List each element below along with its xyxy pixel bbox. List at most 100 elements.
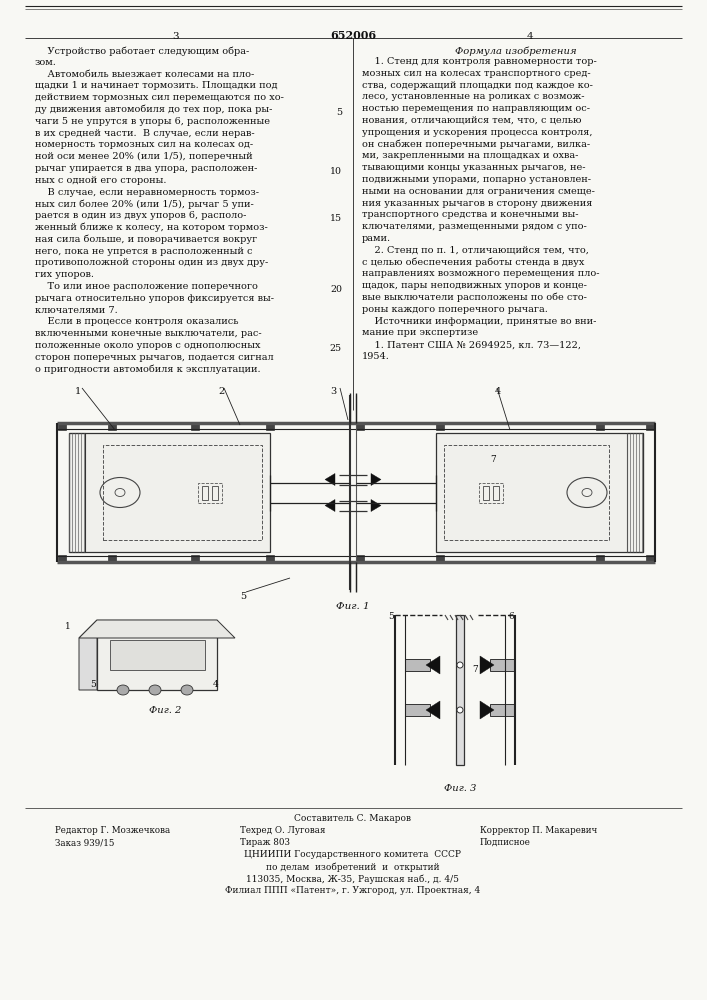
Bar [212, 486, 218, 499]
Text: Корректор П. Макаревич: Корректор П. Макаревич [480, 826, 597, 835]
Bar [191, 555, 199, 563]
Text: 1. Стенд для контроля равномерности тор-: 1. Стенд для контроля равномерности тор- [362, 57, 597, 66]
Bar [483, 486, 489, 499]
Bar [456, 615, 464, 765]
Text: 652006: 652006 [330, 30, 376, 41]
Text: ными на основании для ограничения смеще-: ными на основании для ограничения смеще- [362, 187, 595, 196]
Text: противоположной стороны один из двух дру-: противоположной стороны один из двух дру… [35, 258, 268, 267]
Polygon shape [325, 474, 335, 486]
Text: Техред О. Луговая: Техред О. Луговая [240, 826, 325, 835]
Bar [493, 486, 499, 499]
Polygon shape [480, 701, 494, 719]
Bar [97, 620, 217, 690]
Bar [69, 433, 85, 552]
Ellipse shape [149, 685, 161, 695]
Bar [627, 433, 643, 552]
Text: Тираж 803: Тираж 803 [240, 838, 290, 847]
Text: 7: 7 [472, 665, 478, 674]
Text: 1954.: 1954. [362, 352, 390, 361]
Text: с целью обеспечения работы стенда в двух: с целью обеспечения работы стенда в двух [362, 258, 585, 267]
Bar [110, 640, 205, 670]
Text: в их средней части.  В случае, если нерав-: в их средней части. В случае, если нерав… [35, 129, 255, 138]
Text: 113035, Москва, Ж-35, Раушская наб., д. 4/5: 113035, Москва, Ж-35, Раушская наб., д. … [247, 874, 460, 884]
Text: тывающими концы указанных рычагов, не-: тывающими концы указанных рычагов, не- [362, 163, 585, 172]
Ellipse shape [457, 662, 463, 668]
Text: В случае, если неравномерность тормоз-: В случае, если неравномерность тормоз- [35, 188, 259, 197]
Text: ных с одной его стороны.: ных с одной его стороны. [35, 176, 167, 185]
Text: ная сила больше, и поворачивается вокруг: ная сила больше, и поворачивается вокруг [35, 235, 257, 244]
Text: ми, закрепленными на площадках и охва-: ми, закрепленными на площадках и охва- [362, 151, 578, 160]
Text: Устройство работает следующим обра-: Устройство работает следующим обра- [35, 46, 250, 55]
Bar [58, 555, 66, 563]
Text: направлениях возможного перемещения пло-: направлениях возможного перемещения пло- [362, 269, 600, 278]
Text: Формула изобретения: Формула изобретения [455, 46, 577, 55]
Ellipse shape [457, 707, 463, 713]
Bar [202, 486, 208, 499]
Text: нования, отличающийся тем, что, с целью: нования, отличающийся тем, что, с целью [362, 116, 581, 125]
Bar [490, 704, 515, 716]
Text: Автомобиль выезжает колесами на пло-: Автомобиль выезжает колесами на пло- [35, 70, 255, 79]
Polygon shape [426, 701, 440, 719]
Polygon shape [79, 620, 97, 690]
Text: 15: 15 [330, 214, 342, 223]
Text: вые выключатели расположены по обе сто-: вые выключатели расположены по обе сто- [362, 293, 587, 302]
Bar [356, 422, 364, 430]
Bar [405, 704, 430, 716]
Text: 1: 1 [65, 622, 71, 631]
Ellipse shape [117, 685, 129, 695]
Text: 1. Патент США № 2694925, кл. 73—122,: 1. Патент США № 2694925, кл. 73—122, [362, 340, 581, 349]
Bar [646, 422, 654, 430]
Text: Заказ 939/15: Заказ 939/15 [55, 838, 115, 847]
Text: лесо, установленные на роликах с возмож-: лесо, установленные на роликах с возмож- [362, 92, 585, 101]
Text: 20: 20 [330, 285, 342, 294]
Polygon shape [371, 499, 381, 512]
Text: роны каждого поперечного рычага.: роны каждого поперечного рычага. [362, 305, 548, 314]
Text: 1: 1 [75, 387, 81, 396]
Text: ной оси менее 20% (или 1/5), поперечный: ной оси менее 20% (или 1/5), поперечный [35, 152, 252, 161]
Bar [108, 422, 116, 430]
Text: ключателями, размещенными рядом с упо-: ключателями, размещенными рядом с упо- [362, 222, 587, 231]
Bar [596, 422, 604, 430]
Text: гих упоров.: гих упоров. [35, 270, 94, 279]
Text: 25: 25 [330, 344, 342, 353]
Bar [69, 433, 270, 552]
Bar [436, 555, 444, 563]
Text: Редактор Г. Мозжечкова: Редактор Г. Мозжечкова [55, 826, 170, 835]
Text: 6: 6 [508, 612, 514, 621]
Bar [191, 422, 199, 430]
Text: То или иное расположение поперечного: То или иное расположение поперечного [35, 282, 258, 291]
Text: действием тормозных сил перемещаются по хо-: действием тормозных сил перемещаются по … [35, 93, 284, 102]
Text: Фиг. 3: Фиг. 3 [444, 784, 477, 793]
Ellipse shape [181, 685, 193, 695]
Bar [646, 555, 654, 563]
Bar [479, 483, 503, 502]
Text: женный ближе к колесу, на котором тормоз-: женный ближе к колесу, на котором тормоз… [35, 223, 268, 232]
Text: рычаг упирается в два упора, расположен-: рычаг упирается в два упора, расположен- [35, 164, 257, 173]
Text: положенные около упоров с однополюсных: положенные около упоров с однополюсных [35, 341, 260, 350]
Text: мозных сил на колесах транспортного сред-: мозных сил на колесах транспортного сред… [362, 69, 590, 78]
Text: ных сил более 20% (или 1/5), рычаг 5 упи-: ных сил более 20% (или 1/5), рычаг 5 упи… [35, 199, 254, 209]
Bar [266, 422, 274, 430]
Text: ЦНИИПИ Государственного комитета  СССР: ЦНИИПИ Государственного комитета СССР [245, 850, 462, 859]
Text: мание при экспертизе: мание при экспертизе [362, 328, 478, 337]
Bar [103, 445, 262, 540]
Polygon shape [325, 499, 335, 512]
Text: 2: 2 [218, 387, 224, 396]
Bar [405, 659, 430, 671]
Text: сторон поперечных рычагов, подается сигнал: сторон поперечных рычагов, подается сигн… [35, 353, 274, 362]
Text: ду движения автомобиля до тех пор, пока ры-: ду движения автомобиля до тех пор, пока … [35, 105, 272, 114]
Text: 10: 10 [330, 167, 342, 176]
Text: Фиг. 2: Фиг. 2 [148, 706, 181, 715]
Polygon shape [480, 656, 494, 674]
Text: 4: 4 [495, 387, 501, 396]
Text: рается в один из двух упоров 6, располо-: рается в один из двух упоров 6, располо- [35, 211, 246, 220]
Text: ства, содержащий площадки под каждое ко-: ства, содержащий площадки под каждое ко- [362, 81, 593, 90]
Text: Филиал ППП «Патент», г. Ужгород, ул. Проектная, 4: Филиал ППП «Патент», г. Ужгород, ул. Про… [226, 886, 481, 895]
Bar [356, 555, 364, 563]
Text: чаги 5 не упрутся в упоры 6, расположенные: чаги 5 не упрутся в упоры 6, расположенн… [35, 117, 270, 126]
Text: Составитель С. Макаров: Составитель С. Макаров [295, 814, 411, 823]
Text: номерность тормозных сил на колесах од-: номерность тормозных сил на колесах од- [35, 140, 253, 149]
Text: включенными конечные выключатели, рас-: включенными конечные выключатели, рас- [35, 329, 262, 338]
Text: 5: 5 [240, 592, 246, 601]
Text: упрощения и ускорения процесса контроля,: упрощения и ускорения процесса контроля, [362, 128, 592, 137]
